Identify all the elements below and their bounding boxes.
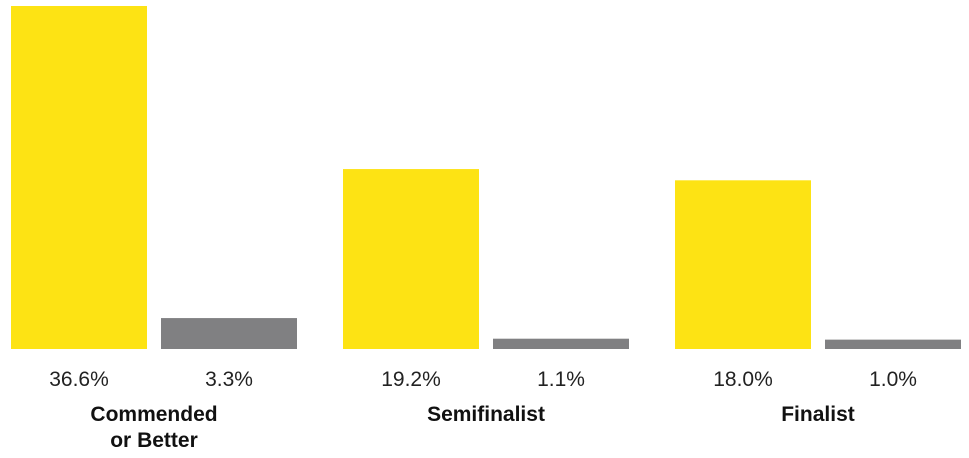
category-label-line: Semifinalist [427,403,545,426]
value-label-1-1: 1.1% [537,368,585,391]
bar-0-1 [161,318,297,349]
category-label-2: Finalist [781,403,855,426]
value-label-0-1: 3.3% [205,368,253,391]
bar-1-0 [343,169,479,349]
category-label-line: or Better [110,429,198,452]
category-label-0: Commended or Better [90,403,217,452]
bars-layer [11,6,961,349]
category-label-1: Semifinalist [427,403,545,426]
category-label-line: Finalist [781,403,855,426]
value-label-2-1: 1.0% [869,368,917,391]
category-label-line: Commended [90,403,217,426]
bar-0-0 [11,6,147,349]
value-label-0-0: 36.6% [49,368,109,391]
value-label-2-0: 18.0% [713,368,773,391]
value-labels-layer: 36.6% 3.3% 19.2% 1.1% 18.0% 1.0% [49,368,917,391]
bar-2-1 [825,339,961,349]
bar-1-1 [493,338,629,349]
bar-2-0 [675,180,811,349]
group-labels-layer: Commended or Better Semifinalist Finalist [90,403,854,452]
value-label-1-0: 19.2% [381,368,441,391]
